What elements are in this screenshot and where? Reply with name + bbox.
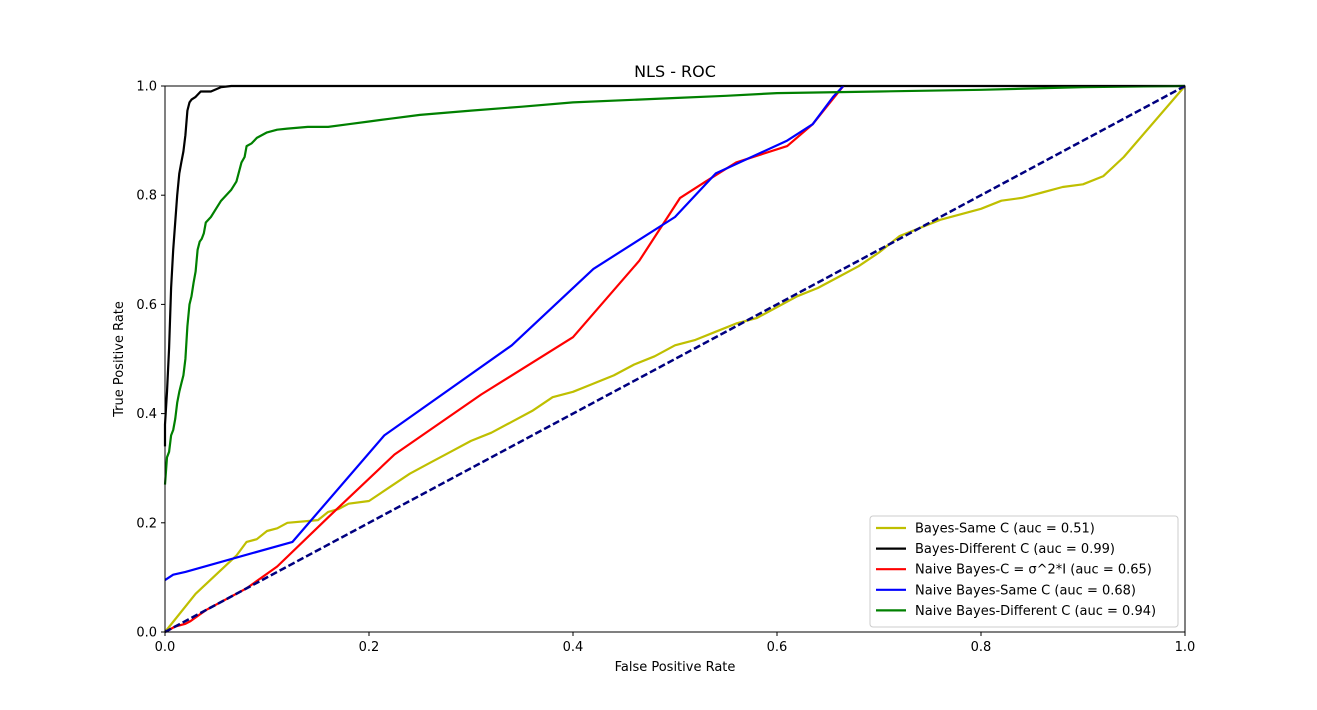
x-tick-label: 1.0 [1175, 640, 1196, 655]
x-tick-label: 0.8 [971, 640, 992, 655]
legend-label: Bayes-Same C (auc = 0.51) [915, 522, 1095, 537]
y-tick-label: 1.0 [136, 80, 157, 95]
series-line-3 [164, 85, 845, 633]
series-line-2 [163, 84, 1185, 447]
y-tick-label: 0.8 [136, 189, 157, 204]
legend-label: Naive Bayes-Different C (auc = 0.94) [915, 604, 1156, 619]
y-axis-label: True Positive Rate [112, 301, 127, 418]
y-tick-label: 0.0 [136, 626, 157, 641]
plot-lines [163, 84, 1186, 634]
axis-ticks: 0.0 0.2 0.4 0.6 0.8 1.0 0.0 0.2 0.4 0.6 0.8 1.0 [136, 80, 1195, 656]
series-line-5 [163, 84, 1186, 485]
x-tick-label: 0.6 [767, 640, 788, 655]
legend-label: Naive Bayes-Same C (auc = 0.68) [915, 583, 1136, 598]
legend-label: Bayes-Different C (auc = 0.99) [915, 542, 1115, 557]
x-tick-label: 0.0 [155, 640, 176, 655]
y-tick-label: 0.6 [136, 298, 157, 313]
y-tick-label: 0.2 [136, 516, 157, 531]
plot-frame [164, 85, 1186, 633]
series-line-4 [164, 85, 845, 582]
x-tick-label: 0.4 [563, 640, 584, 655]
legend-label: Naive Bayes-C = σ^2*I (auc = 0.65) [915, 563, 1152, 578]
reference-diagonal-line [164, 84, 1186, 634]
legend: Bayes-Same C (auc = 0.51) Bayes-Different… [869, 515, 1179, 628]
x-tick-label: 0.2 [359, 640, 380, 655]
series-line-1 [164, 85, 1186, 633]
x-axis-label: False Positive Rate [615, 660, 736, 675]
legend-box [869, 515, 1179, 628]
y-tick-label: 0.4 [136, 407, 157, 422]
chart-title: NLS - ROC [634, 62, 716, 81]
